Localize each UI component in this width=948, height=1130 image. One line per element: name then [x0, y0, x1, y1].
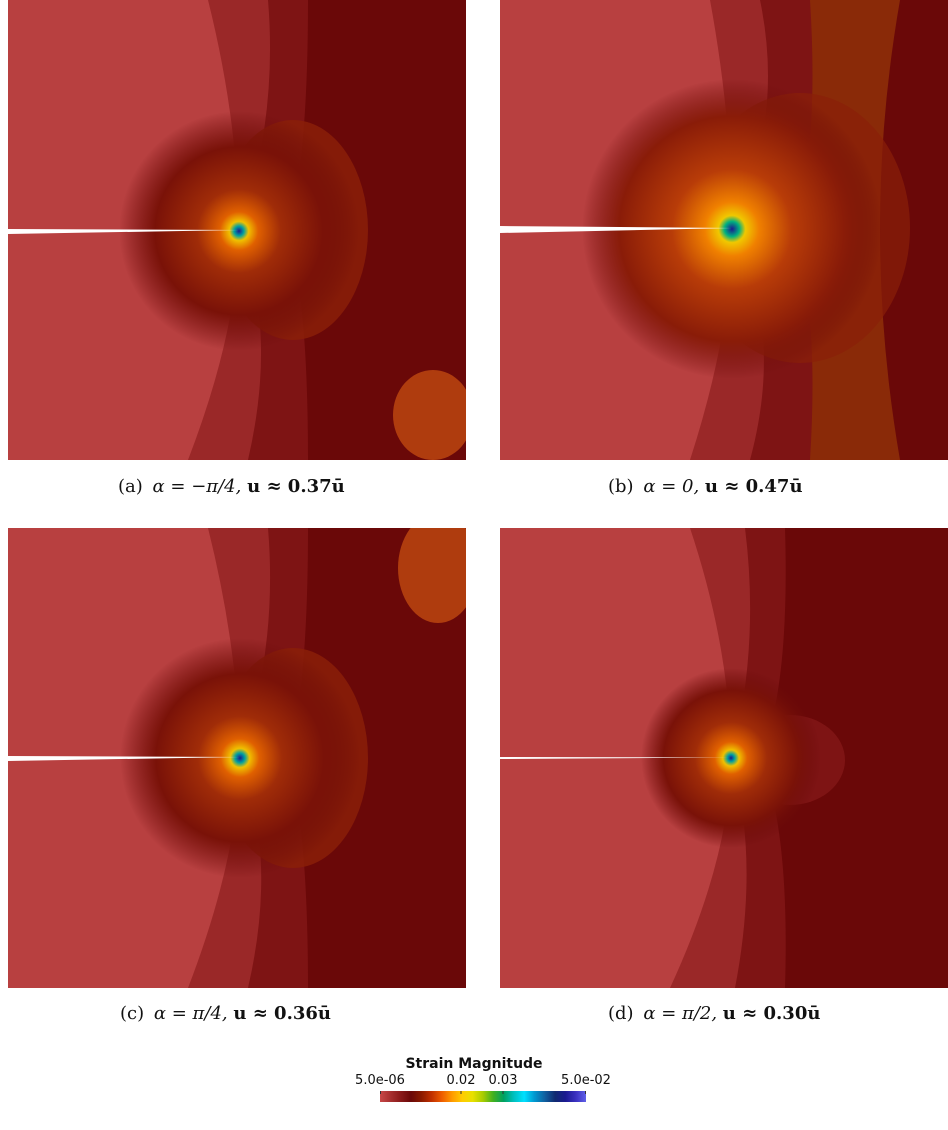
crack [8, 229, 239, 234]
colorbar-tick-max: 5.0e-02 [561, 1073, 611, 1088]
colorbar-tick-003: 0.03 [488, 1073, 518, 1088]
panel-c [8, 528, 466, 988]
caption-b-label: (b) [608, 476, 634, 497]
panel-a [8, 0, 466, 460]
crack [500, 757, 731, 759]
caption-c-alpha: α = π/4, [153, 1003, 228, 1024]
caption-b: (b) α = 0, u ≈ 0.47ū [608, 476, 803, 497]
colorbar [380, 1091, 586, 1102]
crack [8, 756, 240, 761]
contour-plot-b [500, 0, 948, 460]
colorbar-tick-min: 5.0e-06 [355, 1073, 405, 1088]
colorbar-gradient [380, 1091, 586, 1102]
colorbar-tick-002: 0.02 [446, 1073, 476, 1088]
caption-d-u: u ≈ 0.30ū [722, 1003, 821, 1024]
caption-a: (a) α = −π/4, u ≈ 0.37ū [118, 476, 345, 497]
colorbar-title: Strain Magnitude [405, 1056, 543, 1072]
crack [500, 226, 732, 233]
caption-b-alpha: α = 0, [643, 476, 700, 497]
caption-d: (d) α = π/2, u ≈ 0.30ū [608, 1003, 820, 1024]
caption-d-label: (d) [608, 1003, 634, 1024]
caption-c-u: u ≈ 0.36ū [233, 1003, 331, 1024]
caption-c-label: (c) [120, 1003, 145, 1024]
caption-d-alpha: α = π/2, [643, 1003, 718, 1024]
caption-a-alpha: α = −π/4, [152, 476, 242, 497]
contour-plot-d [500, 528, 948, 988]
caption-c: (c) α = π/4, u ≈ 0.36ū [120, 1003, 331, 1024]
contour-plot-a [8, 0, 466, 460]
caption-b-u: u ≈ 0.47ū [704, 476, 803, 497]
panel-d [500, 528, 948, 988]
caption-a-label: (a) [118, 476, 143, 497]
panel-b [500, 0, 948, 460]
contour-plot-c [8, 528, 466, 988]
caption-a-u: u ≈ 0.37ū [247, 476, 345, 497]
